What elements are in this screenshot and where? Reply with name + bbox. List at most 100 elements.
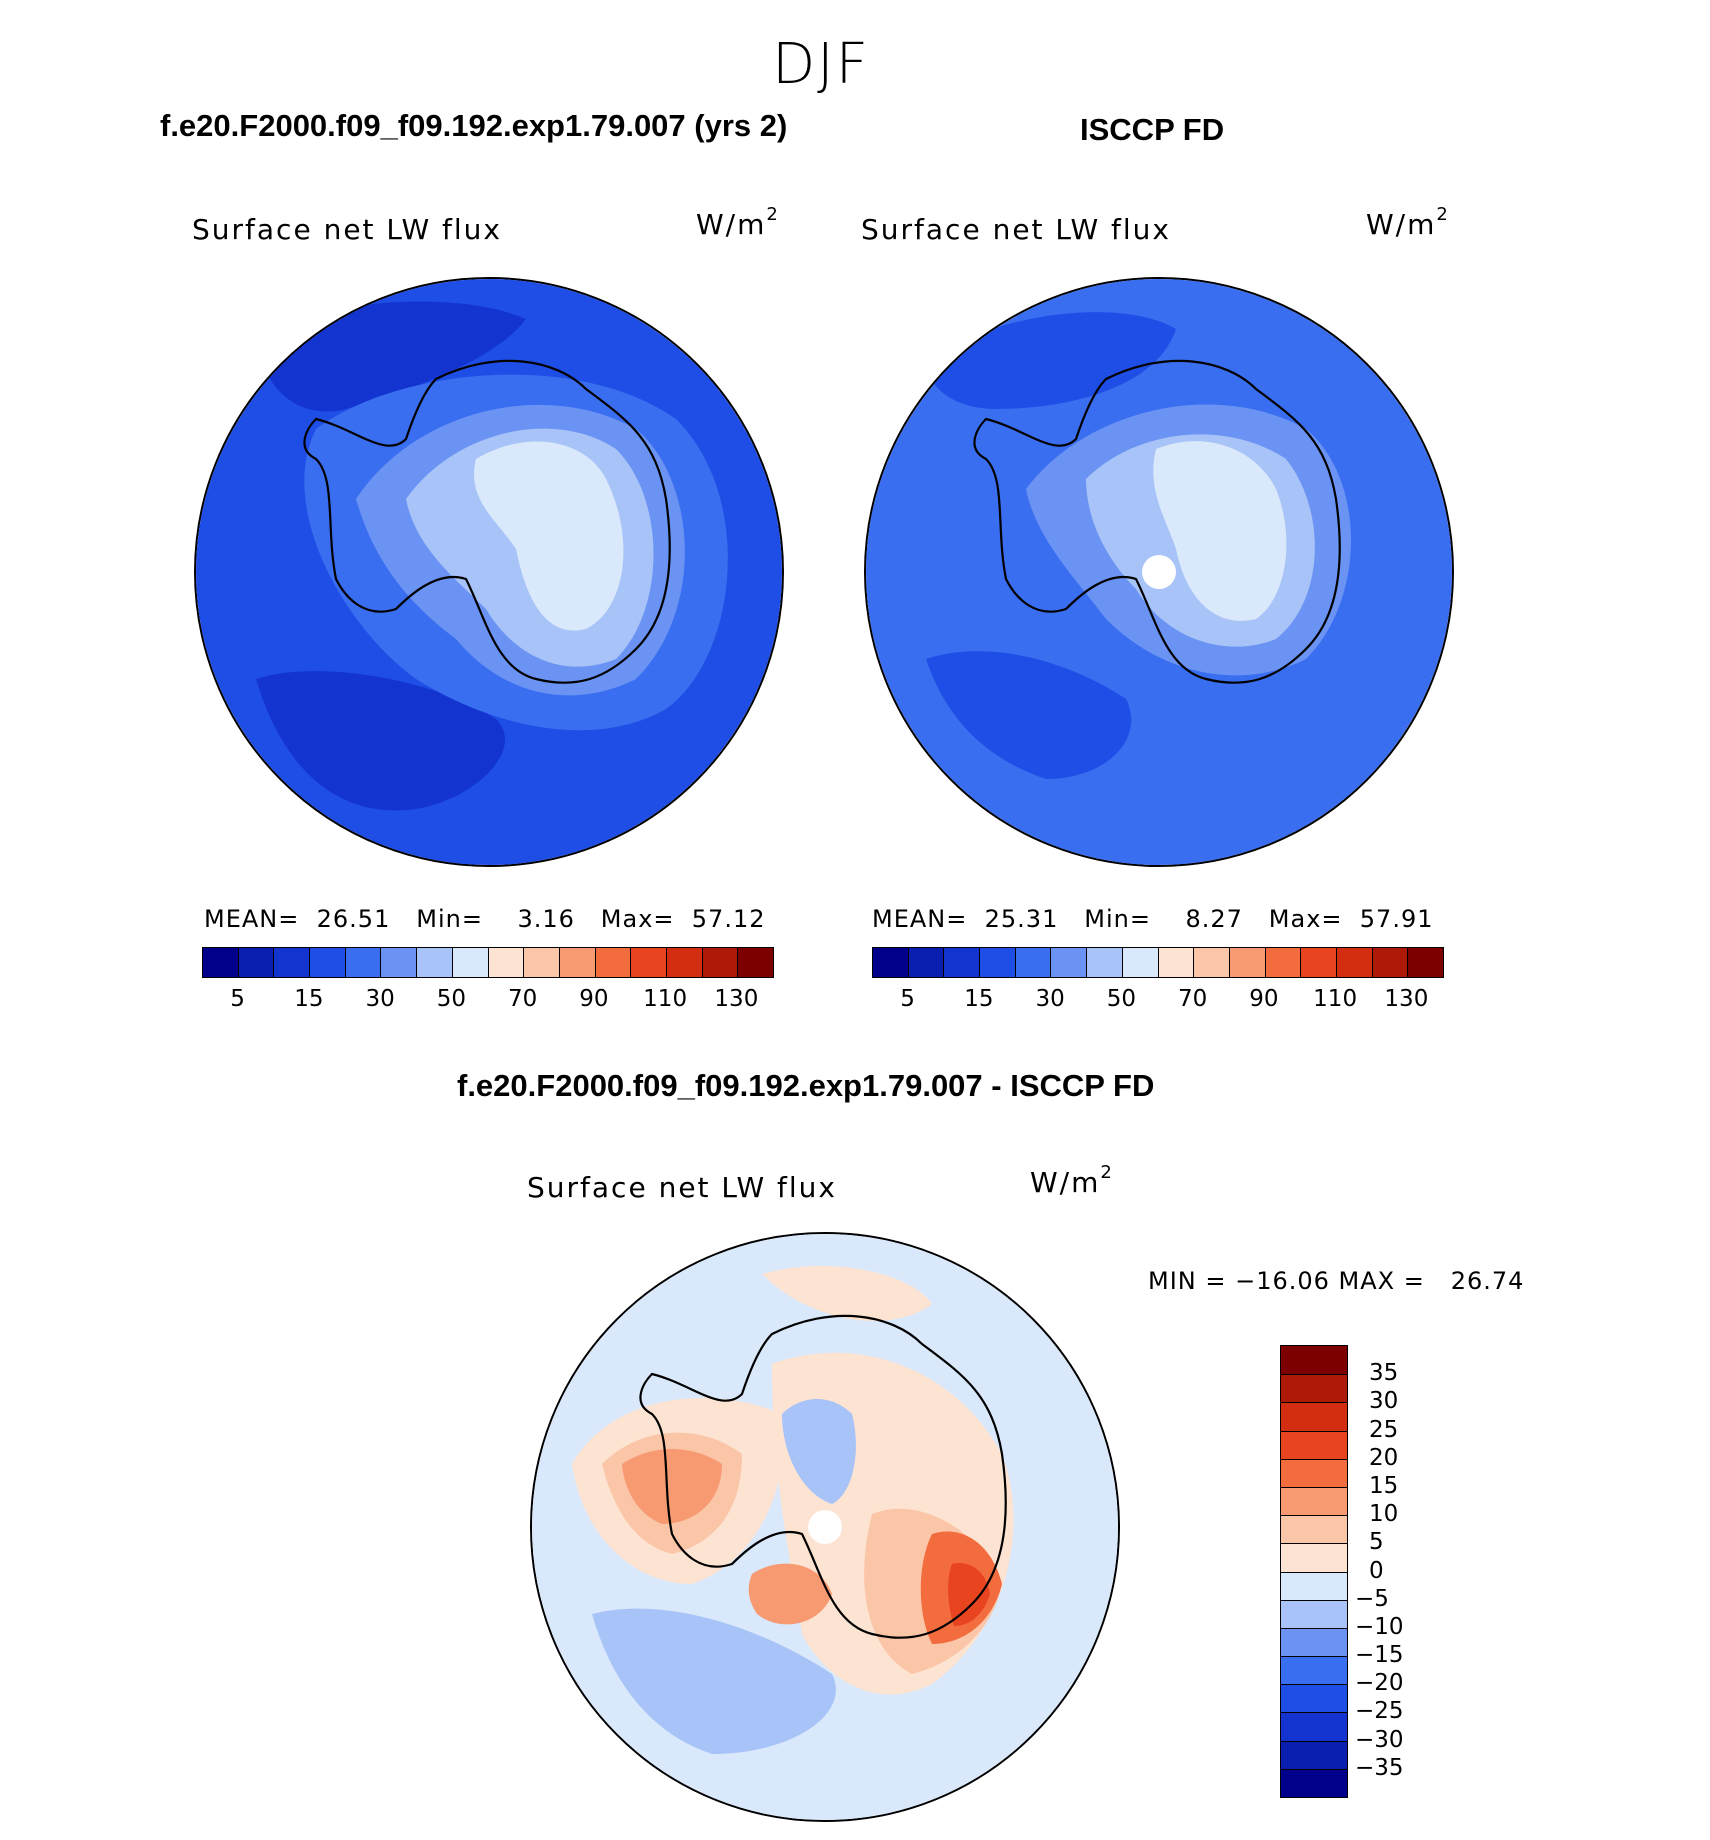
panel1-stats: MEAN= 26.51 Min= 3.16 Max= 57.12	[204, 905, 766, 933]
diff-units: W/m2	[1030, 1162, 1114, 1199]
colorbar-cell	[908, 948, 945, 977]
diff-polar-map	[530, 1232, 1120, 1822]
colorbar-tick-label: 50	[436, 986, 467, 1012]
diff-map-svg	[532, 1234, 1118, 1820]
season-title: DJF	[772, 32, 870, 97]
panel1-colorbar-ticks: 5 15 30 50 70 90 110 130	[202, 986, 772, 1016]
colorbar-tick-label: 5	[1369, 1529, 1384, 1556]
panel1-variable-name: Surface net LW flux	[192, 213, 502, 246]
colorbar-cell	[1194, 948, 1230, 977]
cool-patch-center	[782, 1399, 856, 1504]
panel1-units: W/m2	[696, 204, 780, 241]
warm-level5-east	[948, 1563, 990, 1626]
colorbar-tick-label: 90	[579, 986, 609, 1012]
colorbar-cell	[1281, 1458, 1347, 1487]
colorbar-cell	[1051, 948, 1088, 977]
panel2-title: ISCCP FD	[1080, 112, 1225, 147]
colorbar-tick-label: 50	[1106, 986, 1137, 1012]
colorbar-cell	[1281, 1374, 1347, 1403]
colorbar-tick-label: 35	[1369, 1360, 1399, 1387]
colorbar-cell	[1281, 1684, 1347, 1713]
coastline	[973, 359, 1341, 684]
colorbar-tick-label: 15	[964, 986, 994, 1012]
colorbar-cell	[1281, 1656, 1347, 1685]
colorbar-cell	[310, 948, 346, 977]
colorbar-tick-label: 10	[1369, 1501, 1399, 1528]
colorbar-tick-label: 30	[365, 986, 395, 1012]
coastline	[303, 359, 671, 684]
colorbar-tick-label: 0	[1369, 1557, 1384, 1584]
colorbar-cell	[1372, 948, 1409, 977]
colorbar-cell	[1122, 948, 1159, 977]
panel2-colorbar	[872, 947, 1444, 978]
colorbar-tick-label: 70	[1177, 986, 1208, 1012]
colorbar-cell	[1015, 948, 1052, 977]
colorbar-cell	[452, 948, 489, 977]
colorbar-tick-label: 5	[230, 986, 245, 1012]
colorbar-cell	[417, 948, 453, 977]
colorbar-cell	[944, 948, 981, 977]
colorbar-cell	[1336, 948, 1373, 977]
colorbar-cell	[1281, 1712, 1347, 1741]
colorbar-cell	[381, 948, 418, 977]
warm-band-upper	[762, 1265, 932, 1321]
colorbar-cell	[203, 948, 239, 977]
colorbar-tick-label: 20	[1369, 1444, 1399, 1471]
colorbar-cell	[1281, 1740, 1347, 1769]
colorbar-tick-label: 30	[1369, 1388, 1399, 1415]
panel1-polar-map	[194, 277, 784, 867]
colorbar-tick-label: 15	[1369, 1472, 1399, 1499]
colorbar-tick-label: 110	[643, 986, 688, 1012]
colorbar-cell	[238, 948, 275, 977]
colorbar-cell	[559, 948, 596, 977]
coastline	[639, 1314, 1007, 1639]
colorbar-cell	[631, 948, 667, 977]
colorbar-cell	[1281, 1571, 1347, 1600]
colorbar-tick-label: 15	[294, 986, 324, 1012]
colorbar-cell	[1158, 948, 1195, 977]
colorbar-cell	[1281, 1627, 1347, 1657]
panel2-variable-name: Surface net LW flux	[861, 213, 1171, 246]
colorbar-tick-label: −35	[1355, 1754, 1404, 1781]
panel2-stats: MEAN= 25.31 Min= 8.27 Max= 57.91	[872, 905, 1434, 933]
panel2-colorbar-ticks: 5 15 30 50 70 90 110 130	[872, 986, 1442, 1016]
pole-hole	[1142, 555, 1176, 589]
colorbar-tick-label: −20	[1355, 1670, 1404, 1697]
colorbar-cell	[1265, 948, 1302, 977]
colorbar-cell	[702, 948, 739, 977]
colorbar-cell	[1281, 1599, 1347, 1628]
dark-region-upper	[926, 312, 1176, 409]
panel1-colorbar	[202, 947, 774, 978]
diff-variable-name: Surface net LW flux	[527, 1171, 837, 1204]
pole-hole	[808, 1510, 842, 1544]
panel2-map-svg	[866, 279, 1452, 865]
warm-level3-west	[622, 1449, 722, 1524]
colorbar-cell	[1281, 1486, 1347, 1516]
colorbar-cell	[980, 948, 1016, 977]
colorbar-cell	[1281, 1430, 1347, 1459]
colorbar-tick-label: −15	[1355, 1642, 1404, 1669]
antarctica-palest	[1153, 441, 1287, 621]
colorbar-cell	[1087, 948, 1123, 977]
colorbar-cell	[1281, 1543, 1347, 1572]
diff-colorbar-ticks: 35 30 25 20 15 10 5 0 −5 −10 −15 −20 −25 −30 −35	[1355, 1345, 1475, 1796]
colorbar-tick-label: 30	[1035, 986, 1065, 1012]
colorbar-tick-label: −30	[1355, 1726, 1404, 1753]
colorbar-cell	[524, 948, 560, 977]
panel2-polar-map	[864, 277, 1454, 867]
colorbar-cell	[1281, 1402, 1347, 1431]
dark-region-upper	[256, 301, 526, 412]
colorbar-tick-label: 130	[1384, 986, 1429, 1012]
warm-level3-south	[748, 1563, 832, 1625]
diff-stats: MIN = −16.06 MAX = 26.74	[1148, 1267, 1525, 1295]
colorbar-tick-label: 90	[1249, 986, 1279, 1012]
cool-region-lower	[592, 1608, 836, 1754]
colorbar-cell	[1281, 1346, 1347, 1375]
colorbar-tick-label: −10	[1355, 1613, 1404, 1640]
colorbar-tick-label: 25	[1369, 1416, 1399, 1443]
colorbar-cell	[274, 948, 311, 977]
colorbar-tick-label: −25	[1355, 1698, 1404, 1725]
colorbar-cell	[488, 948, 525, 977]
antarctica-palest	[474, 441, 624, 631]
colorbar-tick-label: 130	[714, 986, 759, 1012]
